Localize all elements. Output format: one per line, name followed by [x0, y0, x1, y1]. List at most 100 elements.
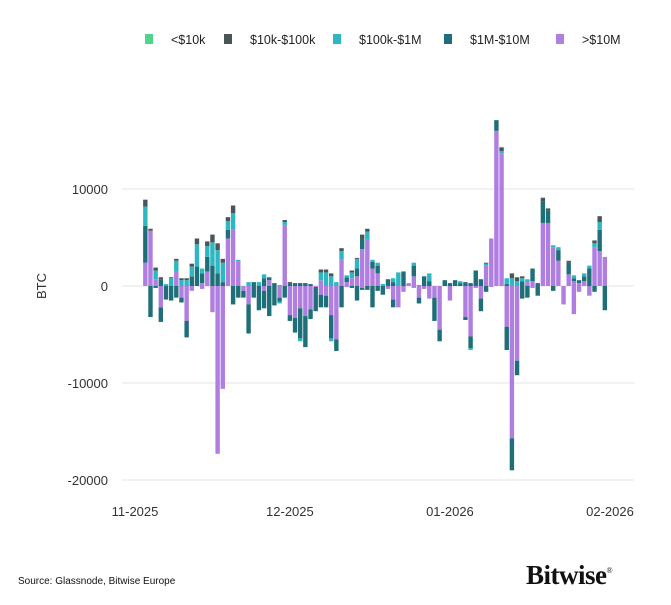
- bar-group: [592, 240, 597, 292]
- bar-segment: [261, 286, 267, 291]
- legend-item: $10k-$100k: [224, 33, 316, 47]
- bar-group: [442, 280, 447, 286]
- bar-segment: [483, 263, 489, 266]
- bar-group: [210, 234, 215, 313]
- bar-group: [602, 256, 608, 311]
- bar-group: [525, 279, 530, 298]
- bar-group: [551, 245, 556, 291]
- bar-segment: [251, 286, 256, 298]
- bar-group: [267, 277, 272, 317]
- legend-label: $100k-$1M: [359, 33, 422, 47]
- bar-group: [303, 283, 308, 348]
- bar-segment: [143, 262, 148, 286]
- bar-segment: [551, 247, 556, 286]
- bar-segment: [339, 248, 344, 252]
- bar-segment: [545, 210, 551, 223]
- legend-swatch: [224, 34, 232, 44]
- bar-group: [540, 197, 546, 286]
- bar-segment: [581, 273, 587, 277]
- bar-segment: [194, 266, 200, 286]
- bar-segment: [483, 262, 489, 264]
- bar-group: [344, 275, 349, 287]
- x-tick-label: 02-2026: [586, 504, 634, 519]
- bar-segment: [530, 268, 535, 282]
- bar-segment: [478, 279, 484, 286]
- bar-group: [437, 286, 442, 342]
- legend-swatch: [556, 34, 564, 44]
- bar-segment: [318, 280, 324, 286]
- bar-segment: [287, 283, 293, 286]
- bar-segment: [416, 297, 422, 304]
- bar-segment: [318, 286, 324, 295]
- bar-segment: [380, 284, 386, 286]
- bar-segment: [359, 287, 365, 290]
- bar-segment: [215, 243, 220, 251]
- bar-group: [380, 284, 386, 295]
- bar-segment: [323, 286, 329, 296]
- bar-group: [189, 263, 194, 291]
- bar-segment: [556, 260, 561, 286]
- bar-segment: [556, 250, 561, 261]
- bar-segment: [390, 286, 396, 300]
- bar-segment: [256, 286, 262, 311]
- bar-segment: [267, 280, 272, 286]
- bar-segment: [344, 286, 349, 287]
- bar-group: [241, 286, 246, 298]
- bar-segment: [143, 225, 148, 263]
- bar-segment: [328, 286, 334, 316]
- bar-segment: [277, 285, 282, 286]
- bar-segment: [540, 201, 546, 223]
- bar-segment: [292, 283, 298, 286]
- bar-segment: [421, 276, 427, 286]
- bar-segment: [292, 318, 298, 333]
- bar-segment: [168, 286, 174, 301]
- bar-segment: [525, 279, 530, 283]
- bar-group: [421, 276, 427, 289]
- bar-segment: [375, 286, 380, 291]
- legend-item: <$10k: [145, 33, 206, 47]
- bar-segment: [530, 281, 535, 286]
- bar-group: [199, 268, 205, 289]
- bar-group: [168, 277, 174, 301]
- bar-segment: [282, 220, 287, 222]
- bar-segment: [292, 286, 298, 319]
- bar-segment: [571, 286, 577, 315]
- bar-group: [509, 273, 515, 471]
- bar-segment: [158, 286, 164, 308]
- legend-label: >$10M: [582, 33, 621, 47]
- bar-segment: [592, 240, 597, 244]
- bar-segment: [509, 273, 515, 279]
- bar-segment: [323, 295, 329, 308]
- bar-segment: [246, 286, 251, 305]
- bar-group: [504, 278, 509, 351]
- bar-segment: [339, 259, 344, 286]
- bar-segment: [318, 272, 324, 281]
- bar-segment: [556, 247, 561, 251]
- bar-segment: [210, 265, 215, 286]
- bar-segment: [287, 315, 293, 321]
- bar-segment: [473, 270, 478, 286]
- bar-group: [520, 276, 525, 299]
- bar-group: [556, 247, 561, 286]
- bar-group: [530, 268, 535, 288]
- bar-segment: [597, 216, 602, 222]
- bar-segment: [246, 304, 251, 334]
- legend-item: >$10M: [556, 33, 621, 47]
- bar-segment: [520, 278, 525, 282]
- legend-label: $10k-$100k: [250, 33, 316, 47]
- bar-segment: [463, 317, 468, 320]
- bar-group: [576, 280, 582, 292]
- bar-segment: [375, 273, 380, 286]
- bar-segment: [545, 222, 551, 286]
- bar-segment: [323, 272, 329, 286]
- bar-segment: [520, 276, 525, 279]
- bar-group: [349, 270, 355, 288]
- bar-segment: [174, 286, 179, 298]
- bar-segment: [339, 251, 344, 260]
- bar-segment: [525, 282, 530, 286]
- bar-group: [153, 267, 158, 288]
- bar-segment: [354, 257, 360, 259]
- bar-segment: [375, 262, 380, 266]
- bar-segment: [561, 286, 566, 305]
